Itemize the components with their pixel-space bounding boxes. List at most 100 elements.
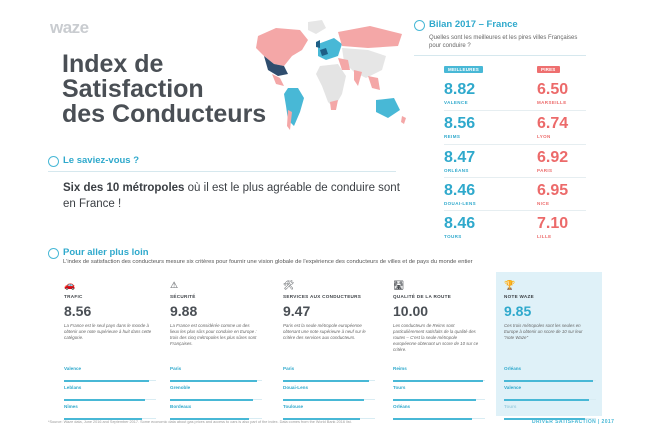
city-bars: Valence Leblans Nîmes (64, 362, 156, 420)
bar-label: Grenoble (170, 385, 191, 390)
bar-fill (283, 399, 364, 401)
city-bar: Bordeaux (170, 400, 262, 420)
map-south-america (284, 88, 304, 126)
best-city: 8.47 ORLÉANS (444, 149, 476, 174)
city-bar: Toulouse (283, 400, 375, 420)
best-city: 8.46 DOUAI-LENS (444, 183, 476, 207)
bar-label: Orléans (393, 404, 411, 409)
map-mexico (272, 74, 284, 86)
card-description: Les conducteurs de Reims sont particuliè… (393, 323, 479, 352)
best-city-name: REIMS (444, 134, 461, 139)
card-label: TRAFIC (64, 294, 83, 299)
criteria-card-traffic: 🚗 TRAFIC 8.56 La France est le seul pays… (56, 272, 160, 420)
divider (444, 177, 586, 178)
map-europe (318, 38, 342, 60)
bar-label: Douai-Lens (283, 385, 309, 390)
lightbulb-icon (48, 156, 59, 167)
card-value: 9.85 (504, 303, 532, 319)
city-bar: Paris (170, 362, 262, 382)
bar-fill (170, 399, 253, 401)
city-bar: Orléans (504, 362, 596, 382)
city-bar: Paris (283, 362, 375, 382)
lightbulb-icon (414, 20, 425, 31)
warning-icon: ⚠ (170, 280, 179, 290)
city-bar: Valence (504, 381, 596, 401)
bar-label: Tours (393, 385, 406, 390)
map-new-zealand (401, 116, 406, 124)
bilan-subtitle: Quelles sont les meilleures et les pires… (429, 35, 578, 49)
best-city-value: 8.82 (444, 81, 476, 98)
bar-fill (393, 380, 484, 382)
best-city-name: VALENCE (444, 100, 468, 105)
bar-fill (393, 399, 476, 401)
criteria-card-services: 🛠 SERVICES AUX CONDUCTEURS 9.47 Paris es… (275, 272, 379, 420)
title-line: Satisfaction (62, 75, 204, 103)
card-value: 9.88 (170, 303, 198, 319)
plus-title: Pour aller plus loin (63, 247, 149, 258)
fact-text: Six des 10 métropoles où il est le plus … (63, 180, 403, 212)
worst-city-name: LYON (537, 134, 551, 139)
worst-city: 6.92 PARIS (537, 150, 568, 174)
criteria-card-waze-score: 🏆 NOTE WAZE 9.85 Ces trois métropoles so… (496, 272, 602, 420)
city-bar: Orléans (393, 400, 485, 420)
worst-city: 6.95 NICE (537, 183, 568, 207)
traffic-icon: 🚗 (64, 280, 76, 290)
map-africa (316, 64, 346, 108)
card-value: 8.56 (64, 303, 92, 319)
bar-label: Reims (393, 366, 407, 371)
map-north-america (256, 28, 308, 66)
world-map (256, 20, 406, 130)
city-bars: Paris Douai-Lens Toulouse (283, 362, 375, 420)
plus-subtitle: L'index de satisfaction des conducteurs … (63, 259, 473, 265)
bar-label: Orléans (504, 366, 522, 371)
map-middle-east (338, 58, 350, 70)
title-line: des Conducteurs (62, 100, 267, 128)
map-russia (338, 26, 402, 48)
best-city: 8.56 REIMS (444, 116, 475, 140)
card-label: NOTE WAZE (504, 294, 535, 299)
bar-label: Toulouse (283, 404, 304, 409)
card-label: SERVICES AUX CONDUCTEURS (283, 294, 362, 299)
map-usa (264, 56, 288, 76)
map-se-asia (368, 76, 380, 90)
divider (414, 55, 586, 56)
map-asia (342, 48, 386, 78)
road-icon: 🛣 (393, 280, 405, 290)
city-bar: Valence (64, 362, 156, 382)
card-label: QUALITÉ DE LA ROUTE (393, 294, 452, 299)
city-bar: Tours (504, 400, 596, 420)
card-description: Ces trois métropoles sont les seules en … (504, 323, 583, 340)
divider (444, 110, 586, 111)
card-label: SÉCURITÉ (170, 294, 196, 299)
bar-fill (283, 418, 361, 420)
bar-label: Leblans (64, 385, 82, 390)
best-city-value: 8.46 (444, 215, 476, 232)
worst-city-value: 6.74 (537, 115, 569, 132)
best-city-value: 8.47 (444, 149, 476, 166)
worst-tag: PIRES (537, 66, 560, 73)
divider (48, 171, 396, 172)
city-bar: Tours (393, 381, 485, 401)
bar-label: Valence (64, 366, 82, 371)
best-city-name: DOUAI-LENS (444, 201, 476, 206)
map-uk (316, 40, 320, 48)
map-greenland (308, 20, 326, 34)
worst-city: 7.10 LILLE (537, 216, 568, 240)
waze-logo: waze (50, 18, 89, 37)
city-bar: Grenoble (170, 381, 262, 401)
best-tag: MEILLEURES (444, 66, 484, 73)
bar-label: Nîmes (64, 404, 78, 409)
best-city-name: TOURS (444, 234, 462, 239)
card-description: Paris est la seule métropole européenne … (283, 323, 366, 340)
worst-city-name: PARIS (537, 168, 553, 173)
worst-city-name: LILLE (537, 234, 552, 239)
bar-fill (504, 418, 585, 420)
bar-fill (504, 380, 594, 382)
divider (444, 144, 586, 145)
fact-bold: Six des 10 métropoles (63, 182, 185, 194)
bilan-title: Bilan 2017 – France (429, 19, 518, 30)
city-bar: Douai-Lens (283, 381, 375, 401)
criteria-card-road-quality: 🛣 QUALITÉ DE LA ROUTE 10.00 Les conducte… (385, 272, 489, 420)
card-description: La France est le seul pays dans le monde… (64, 323, 152, 340)
worst-city: 6.74 LYON (537, 115, 569, 140)
